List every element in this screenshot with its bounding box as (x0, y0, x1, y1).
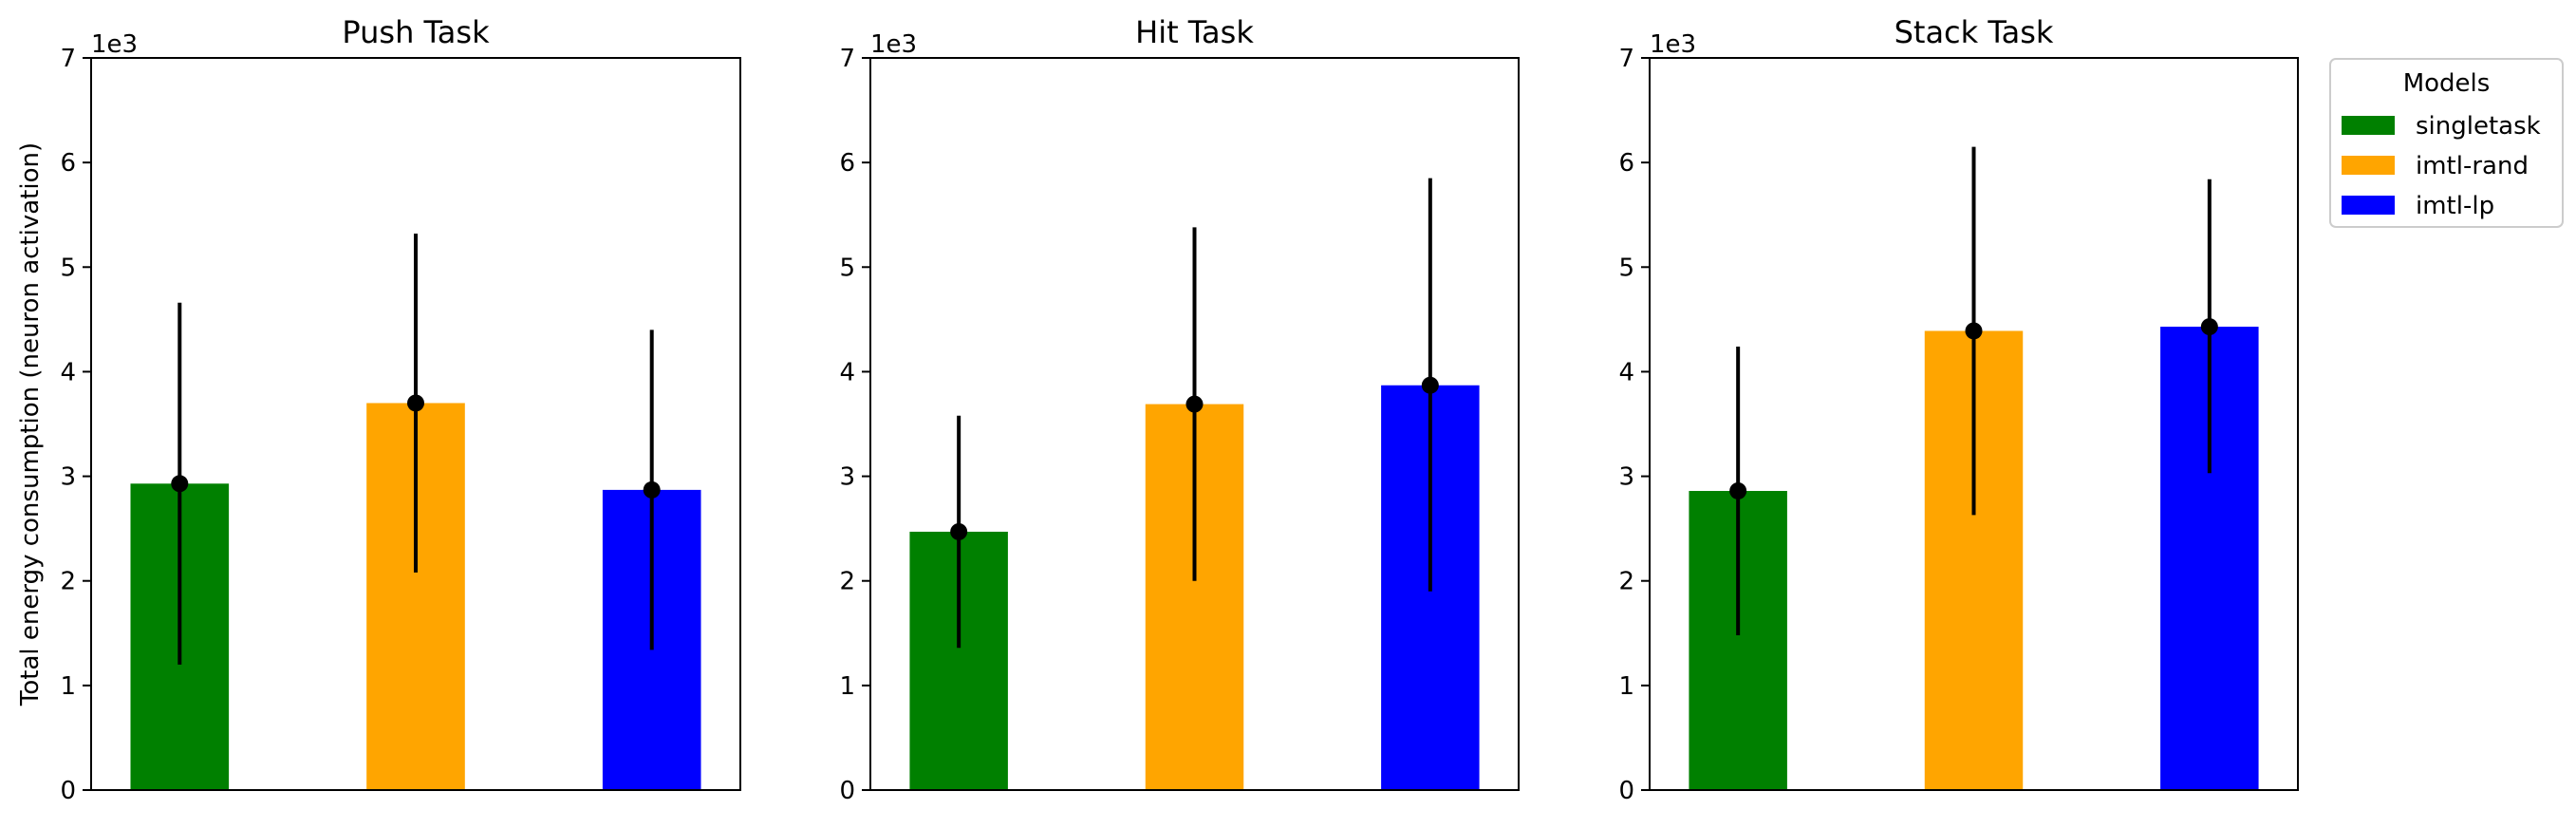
legend-label: singletask (2416, 112, 2541, 141)
legend-label: imtl-lp (2416, 192, 2494, 220)
subplot-title: Push Task (342, 14, 490, 50)
mean-point-imtl-lp (2200, 318, 2218, 336)
y-tick-label: 1 (1618, 672, 1634, 701)
axes-frame (1649, 57, 2299, 791)
y-tick-label: 0 (839, 777, 855, 805)
y-tick-label: 6 (60, 149, 76, 178)
axes-frame (90, 57, 741, 791)
legend-swatch-singletask (2342, 116, 2395, 135)
y-tick-label: 3 (839, 463, 855, 492)
y-tick-label: 7 (1618, 45, 1634, 73)
y-tick-label: 2 (1618, 568, 1634, 596)
y-offset-label: 1e3 (91, 30, 138, 59)
y-tick-label: 7 (60, 45, 76, 73)
y-tick-label: 4 (60, 358, 76, 386)
y-tick-label: 2 (839, 568, 855, 596)
mean-point-imtl-lp (1421, 376, 1439, 394)
legend: Models singletask imtl-rand imtl-lp (2329, 58, 2564, 228)
mean-point-imtl-lp (643, 480, 661, 499)
legend-swatch-imtl-lp (2342, 196, 2395, 215)
subplot-1: 0 1 2 3 4 5 6 7 1e3 Push Task Total energy consump… (16, 14, 741, 805)
y-offset-label: 1e3 (1650, 30, 1696, 59)
y-axis-label: Total energy consumption (neuron activat… (16, 142, 45, 707)
y-tick-label: 3 (1618, 463, 1634, 492)
y-tick-label: 2 (60, 568, 76, 596)
y-tick-label: 6 (1618, 149, 1634, 178)
subplot-title: Hit Task (1135, 14, 1254, 50)
legend-box (2329, 58, 2564, 228)
y-tick-label: 5 (60, 254, 76, 282)
y-tick-label: 7 (839, 45, 855, 73)
mean-point-imtl-rand (1185, 395, 1204, 413)
legend-label: imtl-rand (2416, 152, 2529, 180)
legend-title: Models (2403, 69, 2491, 98)
mean-point-singletask (171, 475, 189, 493)
mean-point-imtl-rand (407, 394, 424, 412)
subplot-3: 0 1 2 3 4 5 6 7 1e3 Stack Task (1618, 14, 2299, 805)
y-tick-label: 5 (839, 254, 855, 282)
subplot-2: 0 1 2 3 4 5 6 7 1e3 Hit Task (839, 14, 1520, 805)
y-tick-label: 3 (60, 463, 76, 492)
subplot-title: Stack Task (1895, 14, 2054, 50)
y-tick-label: 4 (1618, 358, 1634, 386)
y-offset-label: 1e3 (870, 30, 917, 59)
y-tick-label: 5 (1618, 254, 1634, 282)
y-tick-label: 0 (60, 777, 76, 805)
y-tick-label: 4 (839, 358, 855, 386)
y-tick-label: 1 (60, 672, 76, 701)
legend-swatch-imtl-rand (2342, 156, 2395, 175)
axes-frame (869, 57, 1520, 791)
mean-point-imtl-rand (1965, 322, 1983, 340)
y-tick-label: 1 (839, 672, 855, 701)
mean-point-singletask (950, 522, 968, 540)
y-tick-label: 0 (1618, 777, 1634, 805)
y-tick-label: 6 (839, 149, 855, 178)
mean-point-singletask (1729, 481, 1747, 499)
